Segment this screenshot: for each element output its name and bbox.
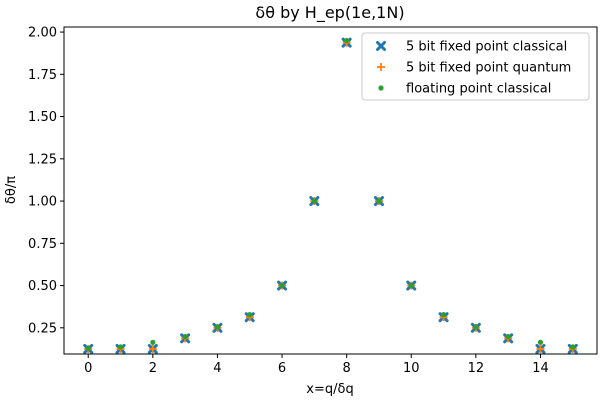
data-point [311, 198, 317, 204]
x-tick-label: 8 [343, 361, 351, 376]
y-axis-title: δθ/π [4, 176, 19, 204]
data-point [247, 312, 253, 318]
data-point [150, 339, 156, 345]
y-axis-ticks: 0.25 0.50 0.75 1.00 1.25 1.50 1.75 2.00 [28, 26, 64, 336]
x-tick-label: 6 [278, 361, 286, 376]
legend: 5 bit fixed point classical 5 bit fixed p… [361, 32, 590, 101]
x-tick-label: 12 [468, 361, 485, 376]
y-tick-label: 2.00 [28, 26, 57, 41]
data-point [182, 333, 188, 340]
x-tick-label: 14 [532, 361, 549, 376]
data-point [214, 324, 221, 330]
y-tick-label: 1.75 [28, 68, 57, 83]
data-point [440, 312, 447, 318]
data-point [148, 344, 157, 353]
y-tick-label: 0.25 [28, 321, 57, 336]
data-point [344, 37, 350, 44]
series-2 [85, 37, 576, 352]
y-tick-label: 1.00 [28, 195, 57, 210]
legend-label: 5 bit fixed point classical [406, 40, 567, 55]
legend-box [361, 32, 590, 101]
x-tick-label: 2 [149, 361, 157, 376]
legend-label: 5 bit fixed point quantum [406, 61, 571, 76]
y-tick-label: 1.25 [28, 152, 57, 167]
x-tick-label: 0 [84, 361, 92, 376]
legend-label: floating point classical [406, 82, 551, 97]
legend-marker [376, 41, 386, 51]
y-tick-label: 1.50 [28, 110, 57, 125]
data-point [536, 344, 545, 353]
y-tick-label: 0.50 [28, 279, 57, 294]
x-axis-ticks: 0 2 4 6 8 10 12 14 [84, 354, 549, 376]
legend-marker [378, 85, 384, 91]
data-point [505, 333, 511, 340]
data-point [570, 344, 576, 350]
x-tick-label: 10 [403, 361, 420, 376]
data-point [117, 344, 124, 350]
data-points [83, 37, 578, 354]
x-tick-label: 4 [213, 361, 221, 376]
legend-marker [377, 63, 385, 71]
data-point [279, 282, 285, 289]
data-point [376, 198, 382, 204]
data-point [85, 345, 91, 352]
chart-title: δθ by H_ep(1e,1N) [255, 3, 404, 23]
data-point [537, 339, 544, 345]
plot-frame [63, 26, 598, 355]
x-axis-title: x=q/δq [306, 382, 353, 397]
data-point [473, 324, 479, 330]
y-tick-label: 0.75 [28, 237, 57, 252]
data-point [408, 282, 414, 289]
